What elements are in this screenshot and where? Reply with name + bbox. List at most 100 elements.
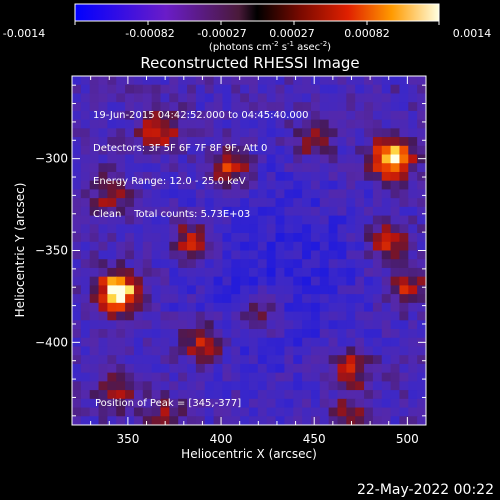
- heatmap-cell: [240, 189, 250, 199]
- heatmap-cell: [275, 215, 285, 225]
- heatmap-cell: [319, 241, 330, 252]
- heatmap-cell: [240, 224, 250, 234]
- heatmap-cell: [328, 355, 339, 365]
- heatmap-cell: [116, 311, 126, 321]
- heatmap-cell: [390, 198, 401, 208]
- heatmap-cell: [249, 329, 259, 339]
- heatmap-cell: [231, 259, 241, 269]
- heatmap-cell: [319, 206, 330, 217]
- heatmap-cell: [116, 381, 126, 391]
- heatmap-cell: [231, 224, 241, 234]
- heatmap-cell: [80, 163, 91, 173]
- heatmap-cell: [249, 76, 259, 86]
- heatmap-cell: [372, 241, 383, 252]
- heatmap-cell: [231, 276, 241, 286]
- heatmap-cell: [319, 372, 330, 382]
- heatmap-cell: [178, 320, 188, 330]
- heatmap-cell: [222, 267, 232, 278]
- heatmap-cell: [142, 337, 153, 348]
- heatmap-cell: [417, 215, 426, 225]
- heatmap-cell: [151, 250, 162, 260]
- heatmap-cell: [222, 329, 232, 339]
- heatmap-cell: [284, 276, 294, 286]
- heatmap-cell: [231, 84, 241, 95]
- heatmap-cell: [408, 137, 418, 147]
- heatmap-cell: [364, 189, 374, 199]
- heatmap-cell: [355, 171, 365, 182]
- heatmap-cell: [204, 267, 215, 278]
- heatmap-cell: [249, 119, 259, 129]
- heatmap-cell: [125, 355, 135, 365]
- heatmap-cell: [98, 102, 108, 112]
- heatmap-cell: [381, 390, 392, 400]
- heatmap-cell: [80, 233, 91, 243]
- heatmap-cell: [72, 224, 82, 234]
- heatmap-cell: [319, 198, 330, 208]
- heatmap-cell: [408, 276, 418, 286]
- heatmap-cell: [302, 407, 312, 417]
- heatmap-cell: [275, 102, 285, 112]
- heatmap-cell: [142, 215, 153, 225]
- heatmap-cell: [372, 128, 383, 138]
- heatmap-cell: [249, 215, 259, 225]
- heatmap-cell: [390, 180, 401, 191]
- heatmap-cell: [302, 398, 312, 409]
- heatmap-cell: [328, 206, 339, 217]
- heatmap-cell: [337, 206, 347, 217]
- heatmap-cell: [231, 398, 241, 409]
- heatmap-cell: [80, 241, 91, 252]
- heatmap-cell: [275, 302, 285, 313]
- heatmap-cell: [346, 233, 356, 243]
- heatmap-cell: [346, 250, 356, 260]
- heatmap-cell: [89, 206, 100, 217]
- heatmap-cell: [187, 285, 197, 295]
- heatmap-cell: [302, 329, 312, 339]
- heatmap-cell: [125, 180, 135, 191]
- heatmap-cell: [72, 363, 82, 374]
- heatmap-cell: [98, 189, 108, 199]
- heatmap-cell: [195, 215, 206, 225]
- heatmap-cell: [284, 102, 294, 112]
- heatmap-cell: [319, 163, 330, 173]
- heatmap-cell: [89, 128, 100, 138]
- heatmap-cell: [213, 329, 224, 339]
- heatmap-cell: [204, 215, 215, 225]
- heatmap-cell: [178, 416, 188, 425]
- heatmap-cell: [98, 84, 108, 95]
- heatmap-cell: [195, 110, 206, 121]
- heatmap-cell: [195, 285, 206, 295]
- heatmap-cell: [231, 171, 241, 182]
- heatmap-cell: [381, 206, 392, 217]
- heatmap-cell: [125, 285, 135, 295]
- heatmap-cell: [72, 241, 82, 252]
- heatmap-cell: [116, 154, 126, 164]
- heatmap-cell: [364, 76, 374, 86]
- heatmap-cell: [417, 381, 426, 391]
- heatmap-cell: [346, 119, 356, 129]
- heatmap-cell: [399, 285, 409, 295]
- heatmap-cell: [275, 267, 285, 278]
- heatmap-cell: [399, 110, 409, 121]
- heatmap-cell: [408, 355, 418, 365]
- heatmap-cell: [364, 416, 374, 425]
- heatmap-cell: [302, 276, 312, 286]
- heatmap-cell: [125, 233, 135, 243]
- heatmap-cell: [222, 180, 232, 191]
- heatmap-cell: [249, 294, 259, 304]
- heatmap-cell: [257, 128, 268, 138]
- heatmap-cell: [240, 119, 250, 129]
- heatmap-cell: [390, 267, 401, 278]
- heatmap-cell: [160, 285, 170, 295]
- heatmap-cell: [328, 93, 339, 103]
- heatmap-cell: [266, 198, 277, 208]
- heatmap-cell: [142, 189, 153, 199]
- heatmap-cell: [372, 102, 383, 112]
- heatmap-cell: [364, 407, 374, 417]
- heatmap-cell: [72, 390, 82, 400]
- heatmap-cell: [169, 137, 179, 147]
- heatmap-cell: [417, 398, 426, 409]
- heatmap-cell: [125, 189, 135, 199]
- heatmap-cell: [381, 215, 392, 225]
- heatmap-cell: [390, 233, 401, 243]
- heatmap-cell: [355, 276, 365, 286]
